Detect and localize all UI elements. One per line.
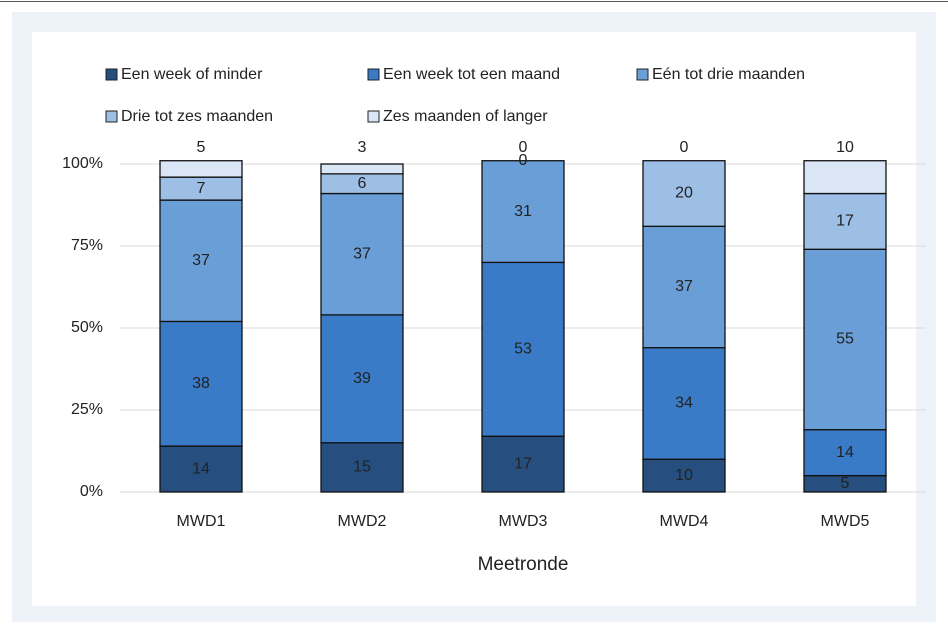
bar-segment — [642, 160, 726, 227]
data-label: 15 — [353, 459, 371, 476]
data-label: 38 — [192, 375, 210, 392]
bar-segment — [481, 435, 565, 493]
data-label: 10 — [836, 139, 854, 156]
data-label: 17 — [836, 213, 854, 230]
data-label: 0 — [680, 139, 689, 156]
data-label: 17 — [514, 455, 532, 472]
data-label: 3 — [358, 139, 367, 156]
bar-segment — [320, 314, 404, 444]
data-label: 0 — [519, 139, 528, 156]
data-label: 53 — [514, 341, 532, 358]
legend-label: Een week tot een maand — [383, 66, 560, 83]
data-label: 37 — [192, 252, 210, 269]
x-tick-label: MWD5 — [821, 513, 870, 530]
bar-segment — [320, 442, 404, 493]
data-label: 34 — [675, 395, 693, 412]
data-label: 20 — [675, 185, 693, 202]
data-label: 5 — [197, 139, 206, 156]
bar-segment — [481, 160, 565, 264]
y-tick-label: 50% — [71, 319, 103, 336]
y-tick-label: 100% — [62, 155, 103, 172]
legend-swatch — [367, 110, 380, 123]
legend-label: Drie tot zes maanden — [121, 108, 273, 125]
bar-segment — [803, 160, 887, 195]
x-axis-title: Meetronde — [478, 554, 569, 575]
data-label: 55 — [836, 331, 854, 348]
data-label: 7 — [197, 180, 206, 197]
bar-segment — [320, 163, 404, 175]
data-label: 37 — [353, 245, 371, 262]
legend-swatch — [636, 68, 649, 81]
data-label: 37 — [675, 278, 693, 295]
legend-label: Eén tot drie maanden — [652, 66, 805, 83]
data-label: 39 — [353, 370, 371, 387]
data-label: 10 — [675, 467, 693, 484]
data-label: 6 — [358, 175, 367, 192]
legend-swatch — [105, 110, 118, 123]
legend-label: Zes maanden of langer — [383, 108, 548, 125]
bar-segment — [159, 160, 243, 178]
bar-segment — [803, 192, 887, 250]
bar-segment — [803, 248, 887, 431]
bar-segment — [642, 225, 726, 349]
data-label: 0 — [519, 152, 528, 169]
legend-label: Een week of minder — [121, 66, 263, 83]
bar-segment — [481, 261, 565, 437]
bar-segment — [642, 347, 726, 460]
data-label: 14 — [192, 460, 210, 477]
data-label: 31 — [514, 203, 532, 220]
y-tick-label: 75% — [71, 237, 103, 254]
x-tick-label: MWD1 — [177, 513, 226, 530]
data-label: 14 — [836, 444, 854, 461]
data-label: 5 — [841, 475, 850, 492]
x-tick-label: MWD4 — [660, 513, 709, 530]
bar-segment — [159, 445, 243, 493]
y-tick-label: 25% — [71, 401, 103, 418]
legend-swatch — [367, 68, 380, 81]
y-tick-label: 0% — [80, 483, 103, 500]
x-tick-label: MWD3 — [499, 513, 548, 530]
bar-segment — [803, 429, 887, 477]
legend-swatch — [105, 68, 118, 81]
bar-segment — [320, 192, 404, 316]
x-tick-label: MWD2 — [338, 513, 387, 530]
